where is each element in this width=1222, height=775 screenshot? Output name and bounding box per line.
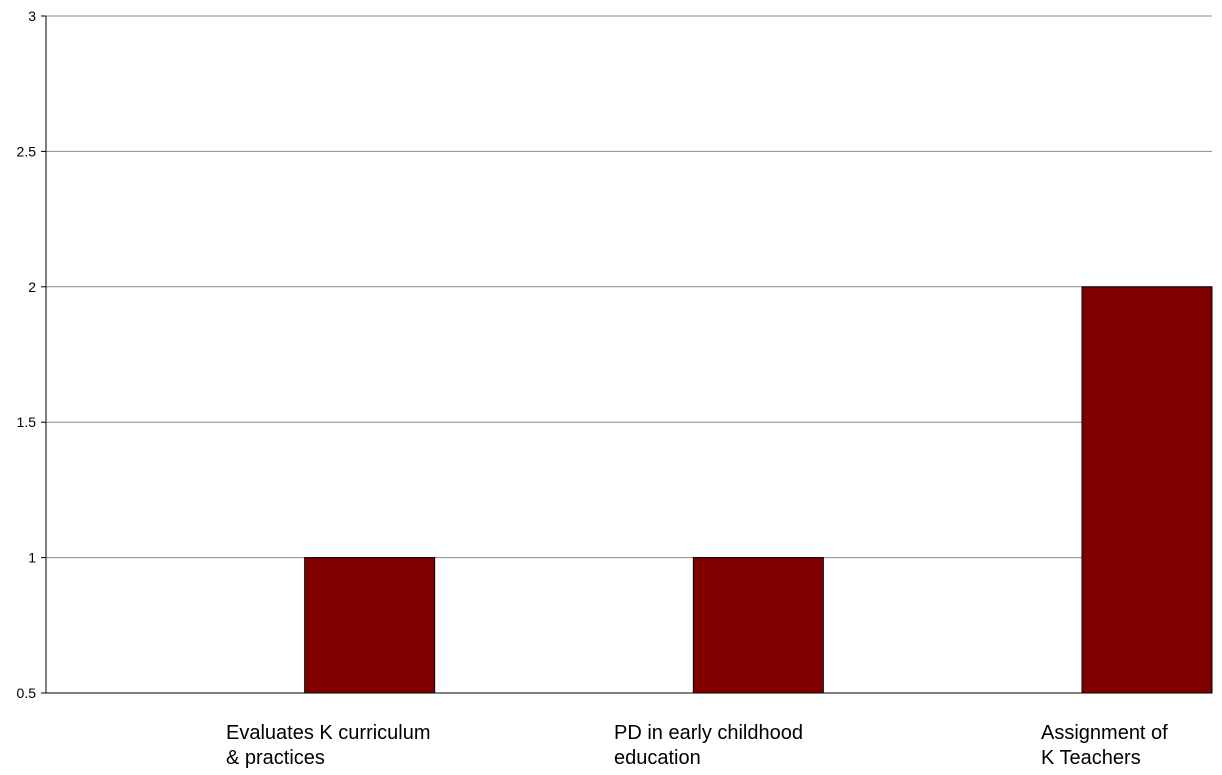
bars: [304, 286, 1213, 694]
y-tick-label: 1: [28, 550, 36, 566]
x-category-label: Assignment of K Teachers: [1041, 722, 1168, 769]
bar: [1081, 286, 1213, 694]
y-tick-label: 3: [28, 8, 36, 24]
y-tick-label: 1.5: [17, 414, 37, 430]
gridlines: [46, 15, 1212, 559]
y-tick-label: 2.5: [17, 143, 37, 159]
axes: [45, 16, 1212, 694]
y-tick-labels: 0.5 1 1.5 2 2.5 3: [17, 8, 46, 701]
y-tick-label: 2: [28, 279, 36, 295]
bar: [692, 557, 824, 694]
x-category-label: PD in early childhood education: [614, 722, 803, 769]
bar: [304, 557, 436, 694]
y-tick-label: 0.5: [17, 685, 37, 701]
x-category-labels: Evaluates K curriculum & practices PD in e…: [226, 722, 1168, 769]
x-category-label: Evaluates K curriculum & practices: [226, 722, 431, 769]
